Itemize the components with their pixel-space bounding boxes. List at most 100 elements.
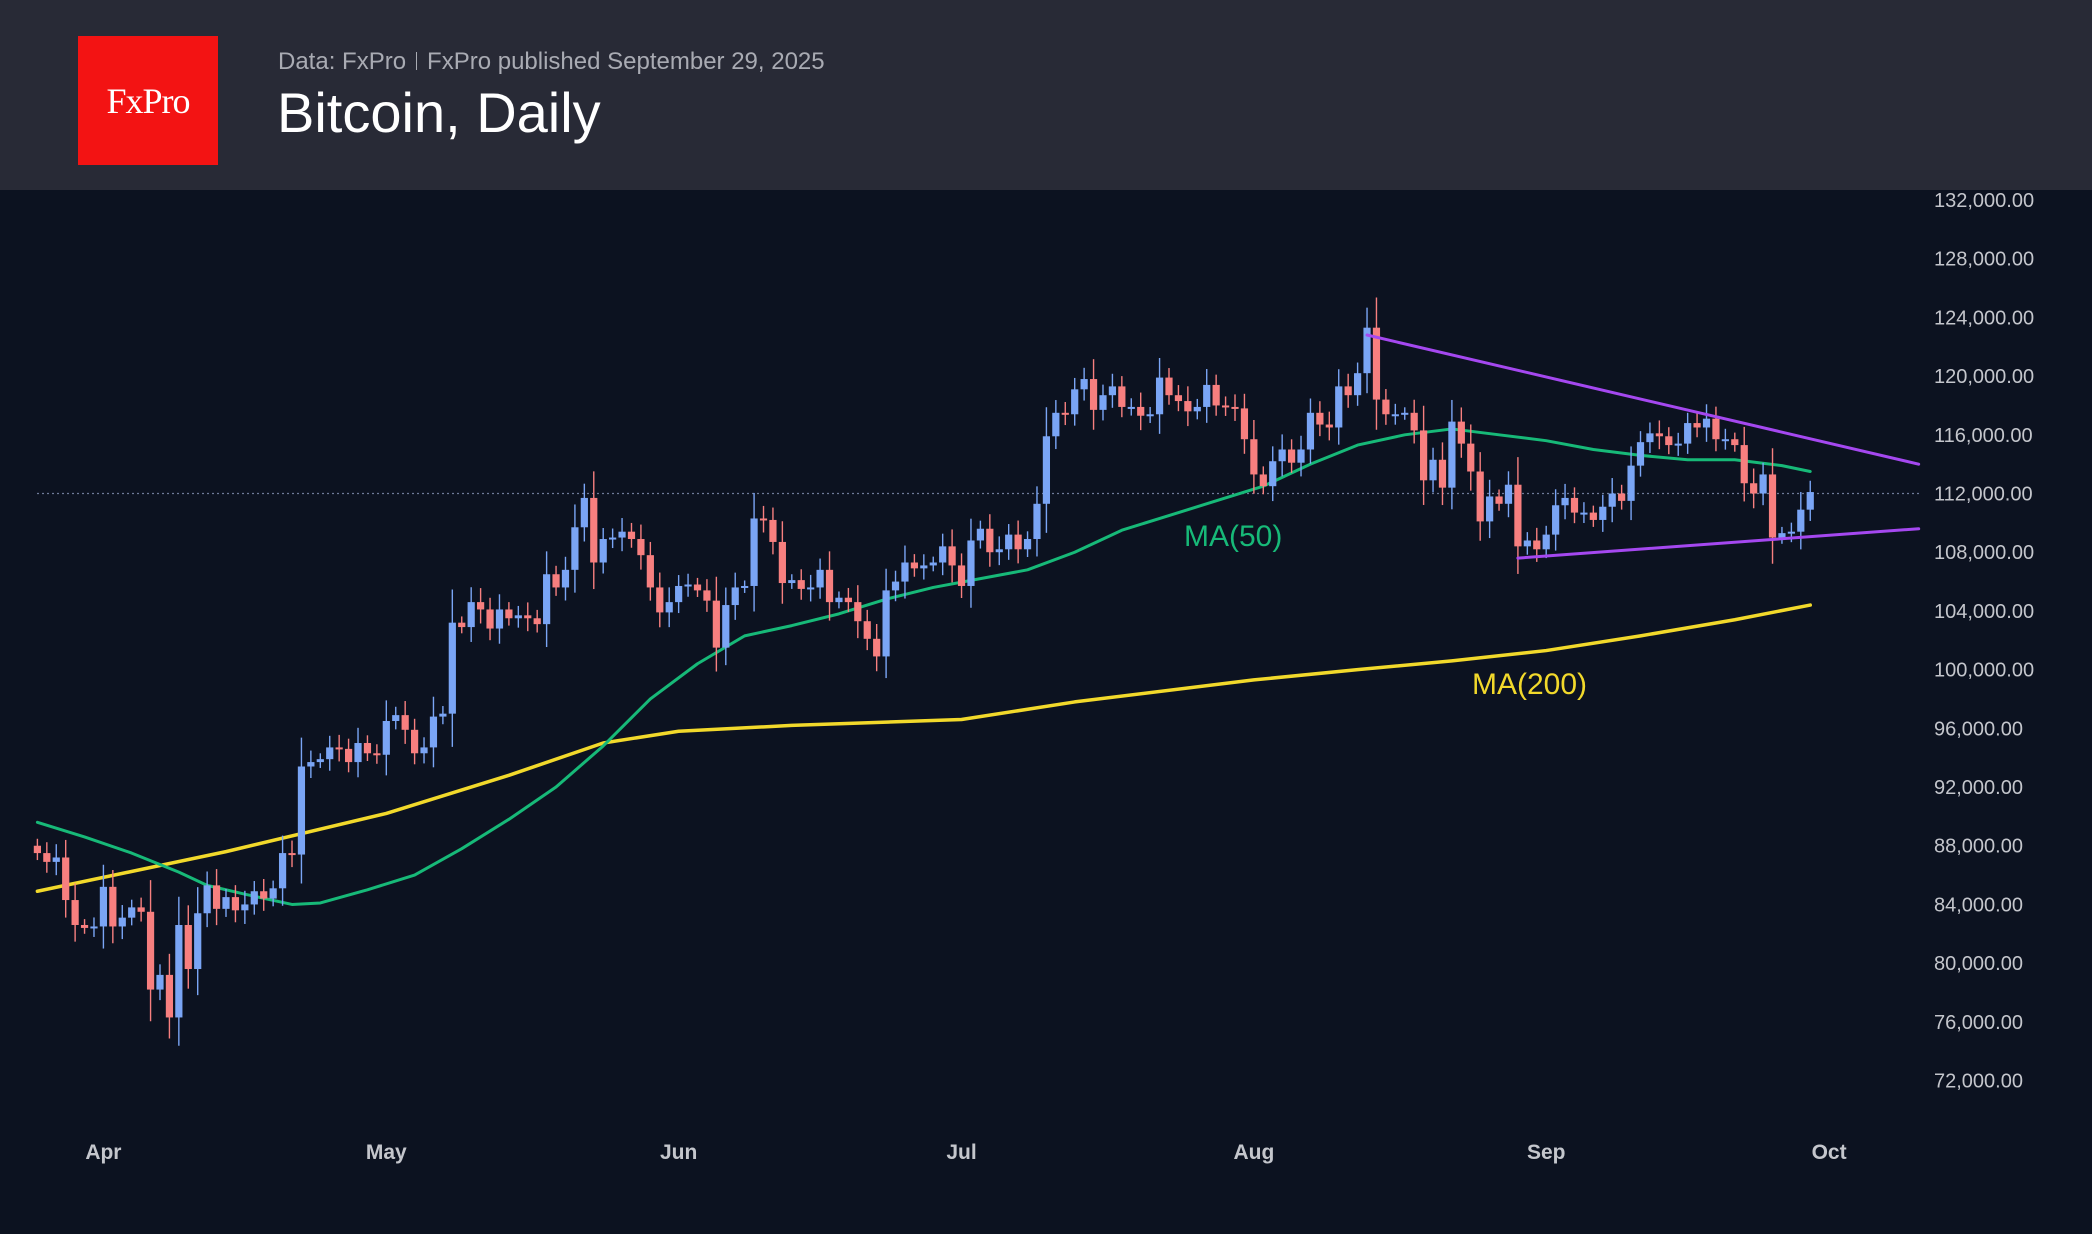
candle	[203, 871, 211, 928]
candle	[627, 522, 636, 548]
candle	[891, 570, 900, 602]
candle	[146, 880, 155, 1022]
candle-body	[646, 555, 654, 588]
candle	[816, 558, 824, 599]
candle	[1504, 471, 1513, 518]
candle-body	[1231, 406, 1239, 409]
candle	[835, 591, 843, 609]
candle-body	[1287, 449, 1296, 463]
candle-body	[778, 541, 786, 584]
candle	[241, 890, 249, 924]
candle-body	[561, 569, 570, 588]
candle-body	[1137, 406, 1145, 416]
candle	[1033, 486, 1041, 557]
candle-body	[807, 587, 815, 590]
candle	[1674, 432, 1682, 456]
ma50-label: MA(50)	[1184, 520, 1283, 553]
candle	[1495, 489, 1503, 511]
y-tick-label: 132,000.00	[1934, 190, 2034, 212]
candle	[712, 576, 720, 672]
candle-body	[1118, 386, 1126, 407]
candle-body	[797, 580, 805, 589]
candle-body	[401, 715, 409, 730]
candle-body	[156, 974, 164, 990]
candle-body	[901, 562, 909, 582]
candle-body	[759, 518, 768, 521]
candle	[957, 553, 966, 599]
candle	[118, 905, 126, 940]
candle-body	[467, 602, 475, 628]
candle	[297, 737, 306, 884]
candle	[1005, 524, 1013, 560]
trendline-upper	[1365, 333, 1921, 466]
candle-body	[1240, 408, 1249, 440]
candle	[882, 568, 890, 679]
candle-body	[995, 549, 1003, 553]
candle-body	[1071, 389, 1079, 415]
candle	[552, 565, 560, 596]
candle-body	[1212, 384, 1220, 406]
candle-body	[1599, 506, 1607, 520]
candle	[1778, 526, 1786, 544]
candle	[43, 842, 51, 873]
candle-body	[33, 845, 41, 854]
candle	[1203, 368, 1211, 423]
candle-body	[128, 907, 136, 918]
candle	[571, 504, 579, 593]
candle-body	[599, 539, 607, 563]
ma200-label: MA(200)	[1472, 668, 1588, 701]
candle-body	[722, 605, 730, 648]
candle-body	[269, 888, 277, 899]
candle	[326, 735, 334, 771]
candle	[80, 919, 89, 934]
candle-body	[1108, 386, 1117, 396]
candle	[1127, 398, 1135, 416]
candle	[1740, 426, 1748, 502]
candle-body	[118, 917, 126, 927]
candle	[1325, 411, 1333, 441]
candle-body	[939, 546, 947, 563]
candle	[580, 483, 588, 542]
candle	[609, 528, 617, 549]
candle	[439, 706, 447, 725]
candle-body	[703, 590, 711, 601]
candle-body	[278, 853, 287, 889]
x-axis: Apr May Jun Jul Aug Sep Oct	[85, 1141, 1846, 1164]
candle-body	[825, 569, 834, 603]
candle	[1457, 407, 1465, 458]
candle	[1146, 407, 1154, 424]
candle-body	[1731, 439, 1739, 446]
candle	[1344, 373, 1352, 408]
candle-body	[1335, 386, 1343, 428]
candle-body	[731, 587, 739, 606]
candle-body	[1316, 412, 1324, 425]
candle-body	[429, 716, 438, 748]
candle	[52, 844, 60, 876]
candle	[778, 521, 786, 604]
candle	[788, 574, 796, 589]
candle-body	[222, 897, 230, 909]
candle	[392, 706, 400, 730]
candle	[260, 878, 268, 911]
candle-body	[99, 886, 108, 927]
candle-body	[1702, 418, 1711, 428]
y-tick-label: 120,000.00	[1934, 366, 2034, 388]
chart-title: Bitcoin, Daily	[277, 81, 601, 144]
ma50-line	[35, 427, 1812, 906]
candle-body	[1646, 433, 1654, 443]
candle	[1184, 386, 1192, 427]
y-tick-label: 104,000.00	[1934, 601, 2034, 623]
candle	[1759, 462, 1767, 506]
candle-body	[637, 539, 645, 556]
candle	[231, 885, 240, 923]
x-tick-label: May	[366, 1141, 407, 1164]
candle	[1467, 424, 1475, 491]
logo-text: FxPro	[106, 80, 190, 121]
candle	[71, 883, 79, 942]
candle	[1391, 403, 1399, 425]
candle	[1335, 369, 1343, 445]
candle	[1382, 389, 1390, 425]
candle-body	[533, 618, 541, 625]
candle-body	[1552, 505, 1560, 535]
candle	[486, 597, 494, 641]
